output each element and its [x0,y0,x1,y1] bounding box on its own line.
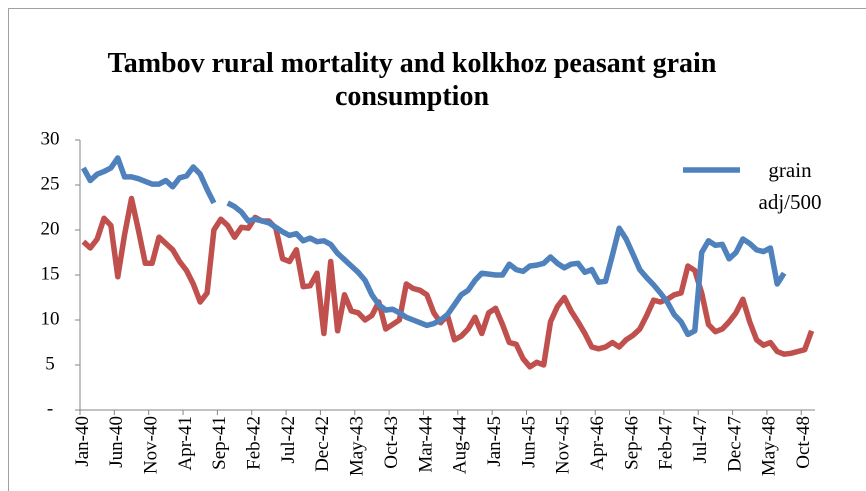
x-tick-label: Jul-47 [690,416,711,464]
legend-label: grain adj/500 [759,158,822,214]
x-tick-label: Feb-42 [244,416,265,470]
x-tick-label: Sep-41 [209,416,230,470]
y-tick-label: 5 [45,353,55,374]
x-tick-label: May-43 [347,416,368,476]
x-tick-label: Dec-42 [312,416,333,472]
x-tick-label: Oct-48 [793,416,814,469]
x-tick-label: May-48 [759,416,780,476]
chart-title: Tambov rural mortality and kolkhoz peasa… [108,48,717,112]
x-tick-label: Jun-40 [106,416,127,468]
x-tick-label: Apr-46 [587,416,608,471]
x-tick-label: Apr-41 [175,416,196,471]
y-tick-label: 25 [41,173,60,194]
x-tick-label: Dec-47 [724,416,745,472]
y-tick-label: 30 [41,128,60,149]
x-tick-label: Jan-40 [72,416,93,467]
x-tick-label: Jun-45 [518,416,539,468]
x-tick-label: Oct-43 [381,416,402,469]
x-tick-label: Aug-44 [450,416,471,475]
x-tick-label: Nov-45 [553,416,574,474]
x-tick-label: Nov-40 [140,416,161,474]
y-tick-label: 10 [41,308,60,329]
x-tick-label: Feb-47 [656,416,677,470]
x-tick-label: Mar-44 [415,416,436,473]
x-tick-label: Jul-42 [278,416,299,464]
x-tick-label: Sep-46 [621,416,642,470]
y-tick-label: - [47,398,53,419]
series-line [80,155,787,338]
y-tick-label: 20 [41,218,60,239]
x-tick-label: Jan-45 [484,416,505,467]
y-tick-label: 15 [41,263,60,284]
